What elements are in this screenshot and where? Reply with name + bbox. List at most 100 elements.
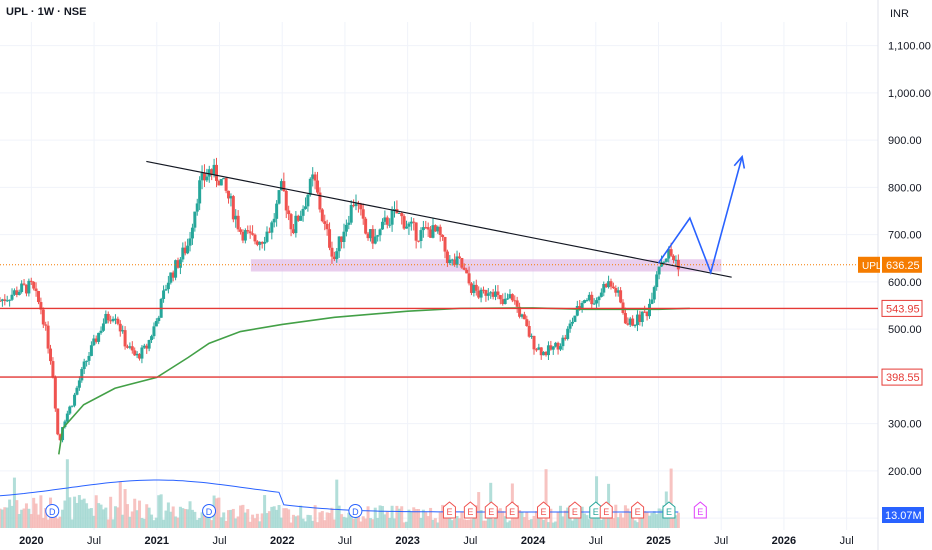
volume-bar (65, 459, 69, 528)
volume-bar (159, 494, 163, 528)
volume-bar (118, 481, 122, 528)
volume-bar (395, 505, 399, 528)
x-tick-label: Jul (463, 535, 477, 547)
level-label-box (881, 299, 923, 317)
candle-body (635, 314, 639, 326)
event-marker-label: E (593, 507, 599, 517)
volume-bar (17, 513, 21, 528)
candle-body (563, 337, 567, 339)
candle-body (325, 223, 329, 230)
volume-bar (660, 509, 664, 528)
volume-bar (150, 514, 154, 528)
volume-bar (260, 513, 264, 528)
candle-body (5, 300, 9, 302)
event-marker-label: E (603, 507, 609, 517)
volume-bar (477, 492, 481, 528)
candle-body (176, 260, 180, 268)
volume-bar (364, 518, 368, 528)
last-price-box (882, 256, 922, 273)
candle-body (214, 164, 218, 181)
y-tick-label: 600.00 (888, 277, 922, 289)
candle-body (383, 217, 387, 222)
candle-body (323, 221, 327, 224)
volume-bar (227, 510, 231, 528)
candle-body (364, 218, 368, 234)
candle-body (186, 245, 190, 254)
volume-bar (87, 508, 91, 528)
candle-body (445, 251, 449, 263)
volume-bar (234, 518, 238, 528)
volume-bar (412, 507, 416, 528)
volume-bar (643, 511, 647, 528)
volume-bar (222, 512, 226, 528)
volume-bar (482, 520, 486, 528)
candle-body (154, 321, 158, 327)
volume-bar (0, 508, 2, 528)
volume-bar (494, 514, 498, 528)
volume-bar (5, 507, 9, 528)
volume-bar (556, 512, 560, 528)
candle-body (246, 230, 250, 232)
volume-bar (366, 506, 370, 528)
candle-body (472, 284, 476, 293)
candle-body (294, 215, 298, 234)
volume-bar (587, 519, 591, 528)
volume-bar (433, 518, 437, 528)
candle-body (556, 342, 560, 350)
candle-body (73, 394, 77, 406)
candle-body (614, 288, 618, 293)
volume-bar (542, 519, 546, 528)
volume-bar (527, 519, 531, 528)
candle-body (441, 234, 445, 238)
candle-body (166, 282, 170, 290)
candle-body (506, 298, 510, 300)
volume-bar (441, 504, 445, 528)
candle-body (85, 360, 89, 362)
volume-bar (174, 516, 178, 528)
volume-bar (284, 508, 288, 528)
candle-body (29, 280, 33, 282)
candle-body (104, 313, 108, 324)
candle-body (575, 305, 579, 316)
candle-body (198, 180, 202, 204)
earnings-marker (568, 501, 582, 519)
candle-body (626, 323, 630, 325)
x-tick-label: Jul (212, 535, 226, 547)
volume-bar (534, 511, 538, 528)
volume-bar (546, 522, 550, 528)
volume-bar (255, 513, 259, 528)
candle-body (424, 227, 428, 229)
volume-bar (214, 498, 218, 528)
volume-bar (448, 510, 452, 528)
candle-body (313, 174, 317, 181)
candle-body (407, 223, 411, 227)
candle-body (368, 229, 372, 239)
volume-bar (164, 510, 168, 528)
candle-body (344, 224, 348, 232)
candle-body (417, 240, 421, 242)
candle-body (352, 205, 356, 207)
candle-body (604, 283, 608, 288)
volume-bar (311, 520, 315, 528)
candle-body (623, 313, 627, 324)
candle-body (568, 323, 572, 329)
candle-body (89, 345, 93, 356)
volume-bar (308, 515, 312, 528)
volume-bar (501, 511, 505, 528)
earnings-marker (484, 501, 498, 519)
volume-bar (75, 502, 79, 528)
resistance-zone-rect (250, 259, 722, 272)
volume-bar (61, 509, 65, 528)
x-tick-label: 2026 (772, 535, 796, 547)
trendline (146, 160, 732, 278)
volume-bar (544, 469, 548, 528)
volume-bar (51, 518, 55, 528)
volume-bar (349, 515, 353, 528)
candle-body (174, 260, 178, 278)
volume-bar (32, 497, 36, 528)
candle-body (265, 231, 269, 242)
candle-body (56, 408, 60, 435)
volume-bar (282, 508, 286, 528)
volume-bar (63, 500, 67, 528)
